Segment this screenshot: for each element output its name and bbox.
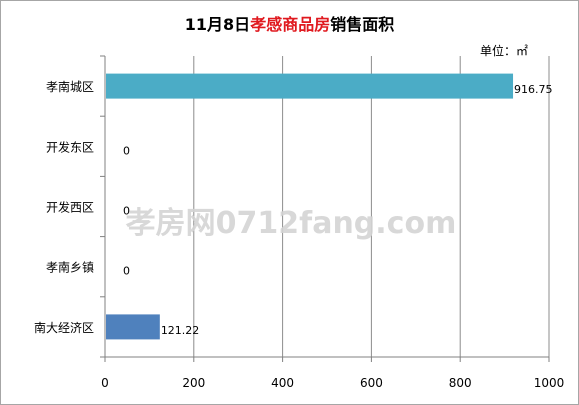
- bar-value-label: 0: [123, 265, 130, 278]
- x-tick-label: 800: [449, 376, 472, 390]
- bar-value-label: 0: [123, 144, 130, 157]
- bar: [106, 73, 514, 99]
- x-tick-label: 200: [182, 376, 205, 390]
- watermark: 孝房网0712fang.com: [126, 206, 457, 241]
- category-label: 孝南城区: [46, 79, 94, 94]
- x-tick-label: 1000: [534, 376, 565, 390]
- bar: [106, 314, 160, 340]
- bar-value-label: 0: [123, 205, 130, 218]
- x-tick-label: 600: [360, 376, 383, 390]
- unit-label: 单位：㎡: [479, 44, 528, 58]
- title-highlight: 孝感商品房: [250, 15, 331, 34]
- title-date: 11月8日: [184, 15, 251, 34]
- chart-title: 11月8日孝感商品房销售面积: [1, 11, 578, 35]
- x-tick-label: 400: [271, 376, 294, 390]
- category-label: 孝南乡镇: [46, 260, 94, 275]
- bar-value-label: 916.75: [514, 83, 553, 96]
- category-label: 南大经济区: [34, 320, 94, 335]
- x-tick-label: 0: [101, 376, 109, 390]
- bar-value-label: 121.22: [161, 324, 200, 337]
- category-label: 开发东区: [46, 139, 94, 154]
- category-label: 开发西区: [46, 200, 94, 215]
- title-suffix: 销售面积: [330, 15, 395, 34]
